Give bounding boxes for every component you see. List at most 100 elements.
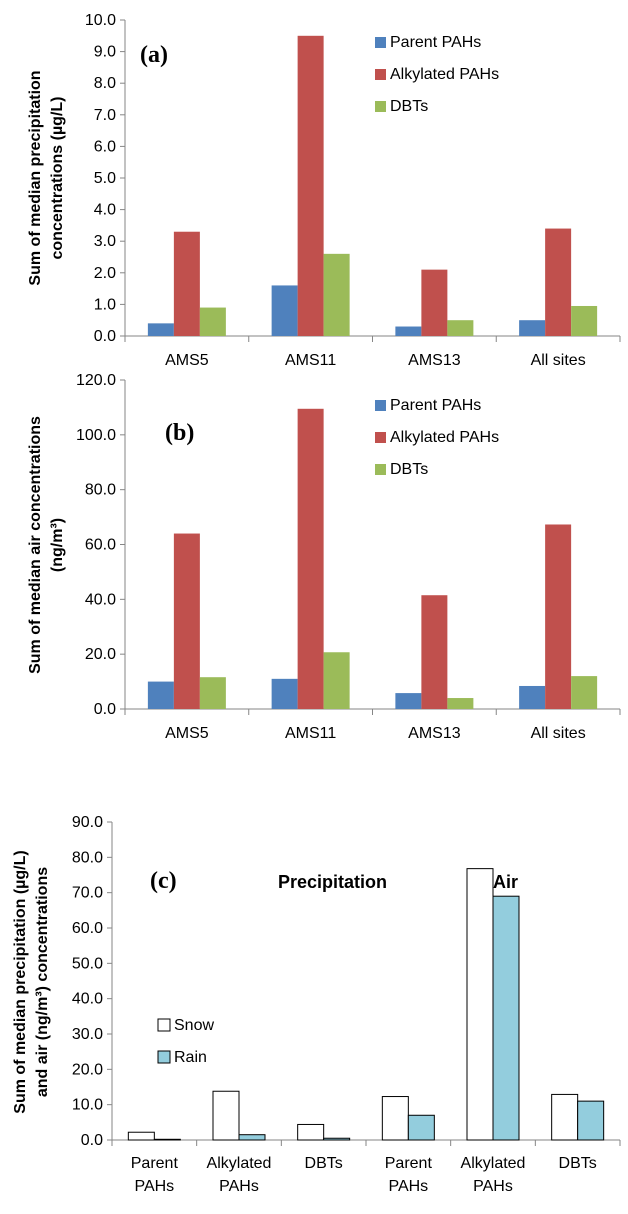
bar-parent-pahs [395,326,422,336]
y-tick-label: 40.0 [72,991,103,1008]
x-tick-label: Alkylated [461,1155,526,1172]
bar-dbts [199,677,226,709]
chart-c: 0.0 10.0 20.0 30.0 40.0 50.0 60.0 70.0 80.0 90.0 P… [12,814,621,1195]
y-tick-label: 0.0 [94,328,116,345]
bar-parent-pahs [519,685,546,709]
bar-dbts [199,307,226,336]
x-tick-label: AMS13 [408,352,461,369]
bar-parent-pahs [395,693,422,709]
y-tick-label: 40.0 [85,591,116,608]
bar-alkylated-pahs [297,35,324,337]
bar-dbts [571,676,598,709]
panel-label: (c) [150,868,177,894]
y-tick-label: 60.0 [72,920,103,937]
x-tick-label: AMS11 [285,725,336,742]
bar-rain [323,1137,351,1141]
y-tick-label: 3.0 [94,233,116,250]
group-label: Air [493,872,518,892]
bar-alkylated-pahs [545,228,572,336]
y-tick-label: 7.0 [94,107,116,124]
y-tick-label: 80.0 [85,482,116,499]
y-tick-label: 0.0 [81,1132,103,1149]
y-tick-label: 0.0 [94,701,116,718]
y-tick-label: 4.0 [94,202,116,219]
legend-label: Parent PAHs [390,34,481,51]
bar-alkylated-pahs [421,595,448,709]
panel-label: (a) [140,42,168,68]
bar-alkylated-pahs [173,231,200,336]
bar-alkylated-pahs [173,533,200,709]
bar-snow [212,1090,240,1141]
y-tick-label: 100.0 [76,427,116,444]
bar-snow [127,1131,155,1141]
chart-b: 0.0 20.0 40.0 60.0 80.0 100.0 120.0 AMS5 AMS11 AM… [27,372,621,742]
legend-swatch [375,464,386,475]
bar-rain [153,1138,181,1141]
bar-parent-pahs [271,678,298,709]
x-tick-label: Parent [131,1155,179,1172]
bar-alkylated-pahs [421,269,448,336]
y-tick-label: 8.0 [94,75,116,92]
bar-parent-pahs [519,320,546,336]
legend-swatch [375,400,386,411]
y-tick-label: 50.0 [72,955,103,972]
bar-rain [238,1134,266,1141]
y-tick-label: 80.0 [72,849,103,866]
bar-snow [551,1093,579,1141]
y-tick-label: 9.0 [94,44,116,61]
bar-alkylated-pahs [545,524,572,709]
legend-label: DBTs [390,461,428,478]
bar-snow [297,1123,325,1141]
x-tick-label: PAHs [219,1178,259,1195]
bar-dbts [447,698,474,709]
bar-parent-pahs [147,323,174,336]
bar-snow [381,1096,409,1141]
legend-swatch [375,432,386,443]
y-tick-label: 70.0 [72,885,103,902]
y-tick-label: 1.0 [94,296,116,313]
legend-swatch [157,1050,171,1064]
x-tick-label: AMS13 [408,725,461,742]
x-tick-label: All sites [531,725,586,742]
x-tick-label: Alkylated [207,1155,272,1172]
y-tick-label: 120.0 [76,372,116,389]
x-tick-label: Parent [385,1155,433,1172]
y-tick-label: 20.0 [72,1061,103,1078]
bar-rain [407,1114,435,1141]
y-tick-label: 2.0 [94,265,116,282]
group-label: Precipitation [278,872,387,892]
bar-dbts [571,305,598,336]
y-axis-label: Sum of median precipitation (µg/L) and ai… [12,850,51,1113]
x-tick-label: PAHs [473,1178,513,1195]
legend-label: Parent PAHs [390,397,481,414]
bar-dbts [323,253,350,336]
y-tick-label: 5.0 [94,170,116,187]
bar-rain [492,895,520,1141]
bar-parent-pahs [271,285,298,336]
legend-swatch [375,69,386,80]
x-tick-label: DBTs [559,1155,597,1172]
y-tick-label: 60.0 [85,537,116,554]
x-tick-label: All sites [531,352,586,369]
legend-label: Snow [174,1017,214,1034]
legend-label: Alkylated PAHs [390,429,499,446]
legend-label: Rain [174,1049,207,1066]
y-axis-label: Sum of median precipitation concentration… [27,70,66,285]
y-tick-label: 90.0 [72,814,103,831]
legend-swatch [375,37,386,48]
legend-swatch [375,101,386,112]
legend-label: DBTs [390,98,428,115]
bar-rain [577,1100,605,1141]
x-tick-label: AMS11 [285,352,336,369]
y-axis-label: Sum of median air concentrations (ng/m³) [27,416,66,674]
bar-snow [466,868,494,1141]
y-tick-label: 6.0 [94,138,116,155]
y-tick-label: 10.0 [72,1097,103,1114]
panel-label: (b) [165,420,194,446]
bar-alkylated-pahs [297,408,324,709]
y-tick-label: 20.0 [85,646,116,663]
chart-a: 0.0 1.0 2.0 3.0 4.0 5.0 6.0 7.0 8.0 9.0 10.0 AMS5 AM… [27,12,621,369]
bar-dbts [323,652,350,709]
legend-swatch [157,1018,171,1032]
